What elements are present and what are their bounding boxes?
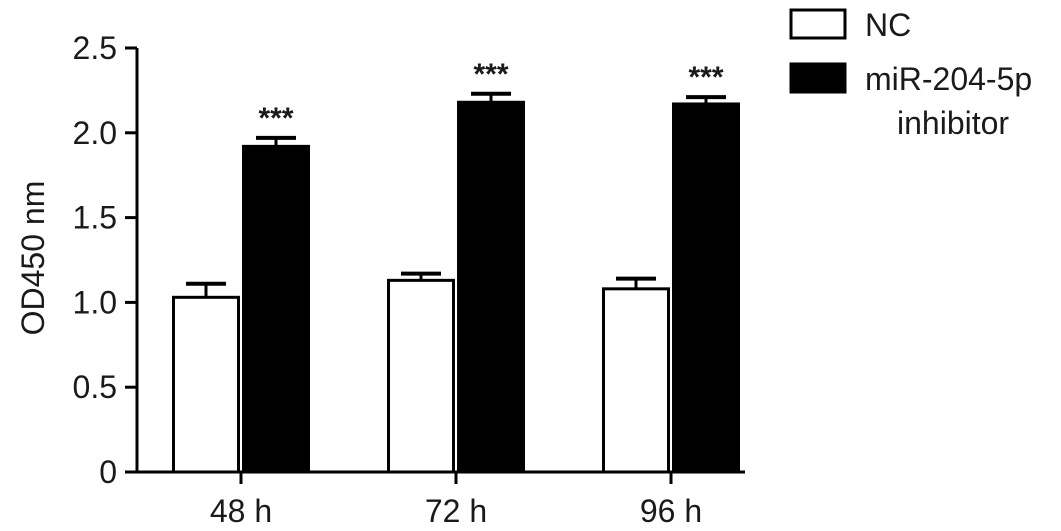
bar <box>602 287 670 474</box>
bar <box>387 278 455 474</box>
bar <box>242 144 310 474</box>
y-axis-title: OD450 nm <box>15 181 51 336</box>
significance-label: *** <box>473 58 508 91</box>
y-tick-label: 1.0 <box>73 284 117 320</box>
legend-swatch <box>789 8 847 40</box>
y-tick-label: 0 <box>99 454 117 490</box>
significance-annotations: *** *** *** <box>258 58 723 135</box>
legend-swatch <box>789 62 847 94</box>
significance-label: *** <box>258 102 293 135</box>
bar <box>172 295 240 474</box>
legend: NC miR-204-5p inhibitor <box>789 7 1032 141</box>
y-tick-label: 2.0 <box>73 115 117 151</box>
x-tick-label: 72 h <box>425 493 487 529</box>
y-tick-label: 2.5 <box>73 30 117 66</box>
legend-label: inhibitor <box>897 105 1009 141</box>
error-bars <box>186 91 726 298</box>
y-tick-label: 1.5 <box>73 200 117 236</box>
y-tick-label: 0.5 <box>73 369 117 405</box>
bar <box>672 102 740 474</box>
x-tick-label: 96 h <box>640 493 702 529</box>
significance-label: *** <box>688 61 723 94</box>
tick-labels: 0 0.5 1.0 1.5 2.0 2.5 48 h 72 h 96 h <box>73 30 703 529</box>
legend-label: miR-204-5p <box>865 61 1032 97</box>
legend-label: NC <box>865 7 911 43</box>
bar <box>457 100 525 474</box>
bars <box>172 100 740 474</box>
x-tick-label: 48 h <box>210 493 272 529</box>
